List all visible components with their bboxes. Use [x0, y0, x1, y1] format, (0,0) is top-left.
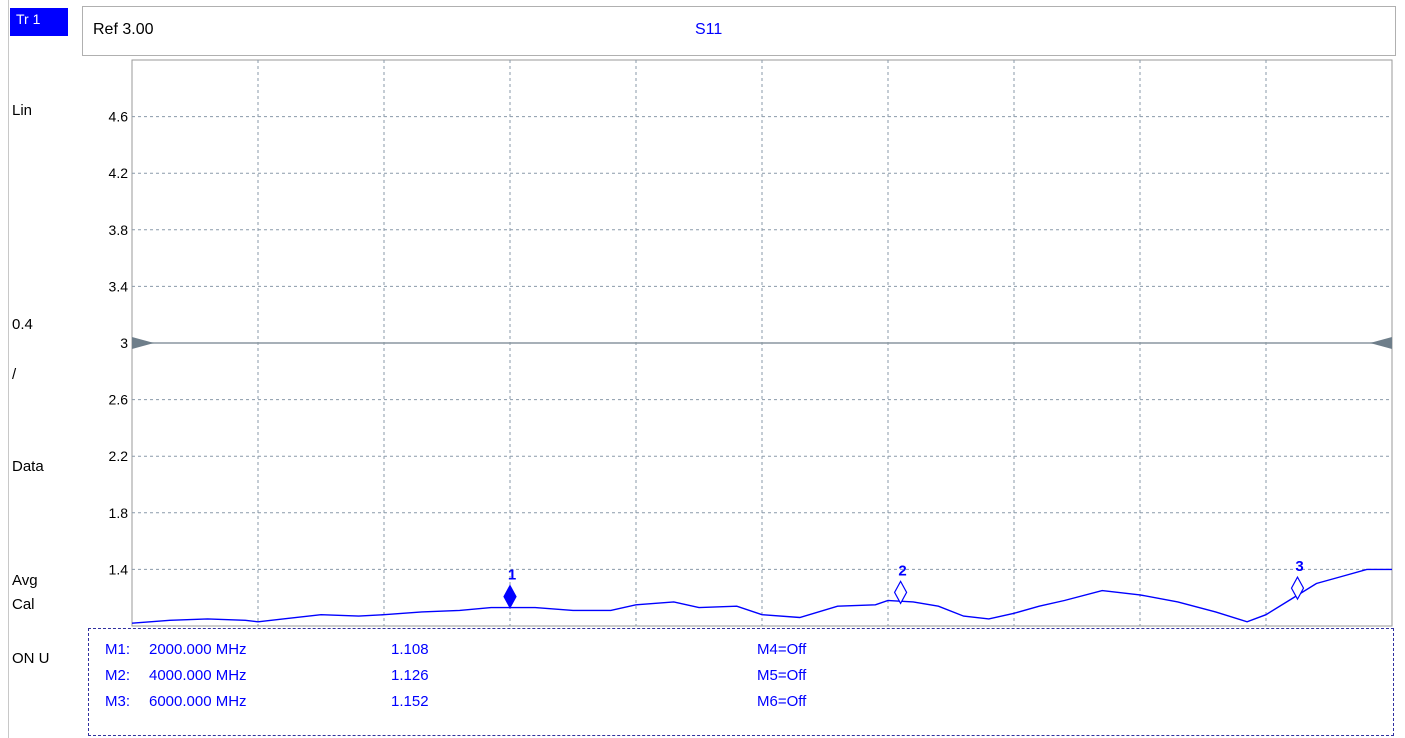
y-tick-label: 4.2	[109, 165, 129, 181]
y-tick-label: 1.8	[109, 505, 129, 521]
scale-value-label[interactable]: 0.4	[12, 316, 33, 333]
marker-table: M1: 2000.000 MHz 1.108 M4=Off M2: 4000.0…	[88, 628, 1394, 736]
s-parameter-label[interactable]: S11	[695, 21, 723, 38]
trace-group	[131, 568, 1392, 624]
marker-1-symbol[interactable]	[503, 584, 517, 609]
marker-name: M1:	[105, 641, 131, 658]
y-tick-label: 3.8	[109, 222, 129, 238]
marker-name: M3:	[105, 693, 131, 710]
cal-label[interactable]: Cal	[12, 596, 35, 613]
marker-off-status: M5=Off	[757, 667, 807, 684]
reference-arrow-right[interactable]	[1370, 337, 1392, 349]
left-frame-edge	[0, 0, 9, 738]
marker-value: 1.126	[391, 667, 429, 684]
marker-value: 1.108	[391, 641, 429, 658]
marker-row-3[interactable]: M3: 6000.000 MHz 1.152 M6=Off	[89, 693, 1393, 715]
y-tick-label: 2.2	[109, 448, 129, 464]
marker-frequency: 4000.000 MHz	[149, 667, 247, 684]
y-tick-label: 3.4	[109, 278, 129, 294]
y-tick-label: 2.6	[109, 392, 129, 408]
format-label[interactable]: Lin	[12, 102, 33, 119]
marker-3-symbol[interactable]	[1290, 575, 1305, 601]
reference-arrow-left[interactable]	[132, 337, 154, 349]
y-tick-label: 1.4	[109, 561, 129, 577]
trace-header: Ref 3.00 S11	[82, 6, 1396, 56]
trace-line	[131, 568, 1392, 624]
reference-label[interactable]: Ref 3.00	[93, 21, 154, 38]
marker-row-2[interactable]: M2: 4000.000 MHz 1.126 M5=Off	[89, 667, 1393, 689]
scale-separator-label: /	[12, 366, 17, 383]
avg-label[interactable]: Avg	[12, 572, 38, 589]
reference-line-group	[132, 337, 1392, 349]
marker-1-label: 1	[508, 567, 516, 584]
marker-name: M2:	[105, 667, 131, 684]
data-label[interactable]: Data	[12, 458, 44, 475]
y-tick-label: 4.6	[109, 109, 129, 125]
y-tick-labels: 4.6 4.2 3.8 3.4 3 2.6 2.2 1.8 1.4	[109, 109, 129, 578]
marker-frequency: 6000.000 MHz	[149, 693, 247, 710]
marker-off-status: M4=Off	[757, 641, 807, 658]
marker-3-label: 3	[1295, 558, 1303, 575]
y-tick-label: 3	[120, 335, 128, 351]
marker-value: 1.152	[391, 693, 429, 710]
markers-group: 1 2 3	[503, 558, 1305, 609]
marker-2-symbol[interactable]	[893, 580, 908, 605]
marker-row-1[interactable]: M1: 2000.000 MHz 1.108 M4=Off	[89, 641, 1393, 663]
marker-frequency: 2000.000 MHz	[149, 641, 247, 658]
cal-status-label: ON U	[12, 650, 50, 667]
marker-off-status: M6=Off	[757, 693, 807, 710]
marker-2-label: 2	[898, 562, 906, 579]
trace-badge[interactable]: Tr 1	[10, 8, 68, 36]
